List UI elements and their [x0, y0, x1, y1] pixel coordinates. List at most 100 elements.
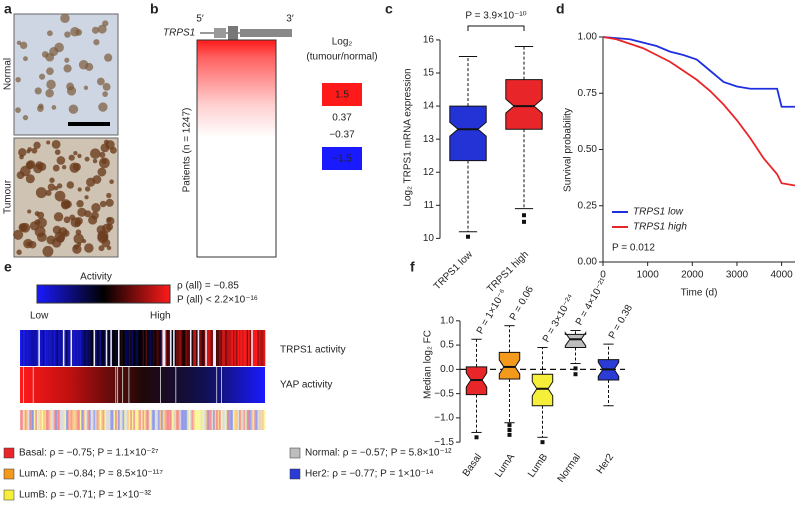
p-value: P = 4×10⁻²¹ — [574, 276, 610, 327]
cell — [90, 148, 101, 159]
subtype-cell — [147, 410, 149, 430]
cell — [96, 225, 106, 235]
subtype-cell — [29, 410, 32, 430]
subtype-cell — [73, 410, 76, 430]
colorbar-low: Low — [30, 311, 49, 322]
subtype-cell — [234, 410, 237, 430]
subtype-cell — [156, 410, 159, 430]
heat-cell — [168, 330, 171, 366]
subtype-cell — [249, 410, 252, 430]
cell — [77, 153, 82, 159]
y-axis-label: Median log₂ FC — [423, 330, 434, 399]
legend-label: 1.5 — [335, 90, 349, 101]
heat-cell — [130, 330, 133, 366]
three-prime: 3′ — [286, 14, 294, 25]
heat-cell — [85, 330, 88, 366]
outlier — [573, 366, 578, 371]
subtype-cell — [52, 410, 54, 430]
heat-cell — [24, 330, 27, 366]
cell — [27, 147, 32, 152]
heat-cell — [223, 330, 226, 366]
p-value: P = 3.9×10⁻¹⁰ — [465, 11, 526, 22]
subtype-cell — [26, 410, 28, 430]
heat-cell — [229, 330, 232, 366]
subtype-cell — [30, 410, 33, 430]
subtype-cell — [258, 410, 261, 430]
subtype-cell — [116, 410, 119, 430]
heat-cell — [170, 330, 172, 366]
heat-cell — [78, 330, 81, 366]
heat-cell — [21, 330, 24, 366]
subtype-cell — [185, 410, 188, 430]
subtype-cell — [179, 410, 182, 430]
subtype-cell — [144, 410, 146, 430]
p-value: P = 0.012 — [612, 243, 655, 254]
heat-cell — [156, 330, 159, 366]
heat-cell — [232, 330, 235, 366]
heat-line — [216, 367, 218, 403]
subtype-cell — [55, 410, 58, 430]
cell — [37, 162, 47, 171]
heat-cell — [235, 330, 238, 366]
cell — [60, 13, 70, 24]
subtype-cell — [240, 410, 243, 430]
heat-cell — [122, 330, 125, 366]
y-tick-label: 0.5 — [440, 340, 454, 351]
cell — [99, 200, 107, 208]
heat-cell — [76, 330, 79, 366]
heat-cell — [95, 330, 97, 366]
subtype-cell — [41, 410, 44, 430]
subtype-cell — [20, 410, 22, 430]
legend-label: Normal: ρ = −0.57; P = 5.8×10⁻¹² — [305, 448, 452, 459]
y-tick-label: 0.0 — [440, 364, 454, 375]
y-tick-label: 14 — [423, 101, 435, 112]
subtype-cell — [67, 410, 70, 430]
cell — [20, 165, 31, 177]
y-tick-label: 1.00 — [578, 32, 598, 43]
subtype-cell — [196, 410, 198, 430]
cell — [15, 76, 21, 83]
cell — [72, 162, 81, 171]
y-tick-label: 13 — [423, 134, 435, 145]
heat-cell — [216, 330, 218, 366]
heat-cell — [131, 330, 134, 366]
subtype-cell — [220, 410, 223, 430]
y-tick-label: −1.5 — [434, 437, 454, 448]
heat-cell — [246, 330, 249, 366]
subtype-cell — [35, 410, 38, 430]
subtype-cell — [62, 410, 65, 430]
subtype-cell — [113, 410, 116, 430]
heat-cell — [73, 330, 76, 366]
cell — [102, 91, 108, 97]
row-label: Tumour — [3, 179, 14, 214]
subtype-cell — [171, 410, 174, 430]
legend-swatch — [3, 447, 15, 459]
cell — [73, 233, 84, 245]
cell — [105, 198, 114, 207]
heat-cell — [119, 330, 122, 366]
subtype-cell — [246, 410, 249, 430]
subtype-cell — [197, 410, 200, 430]
heat-cell — [142, 330, 145, 366]
subtype-cell — [252, 410, 255, 430]
subtype-cell — [150, 410, 152, 430]
cell — [46, 140, 51, 145]
heat-cell — [32, 330, 35, 366]
y-tick-label: 11 — [424, 200, 435, 211]
heat-cell — [108, 330, 111, 366]
subtype-cell — [65, 410, 68, 430]
heat-cell — [91, 330, 94, 366]
subtype-cell — [182, 410, 185, 430]
stat: ρ (all) = −0.85 — [177, 281, 239, 292]
cell — [93, 39, 100, 46]
subtype-cell — [47, 410, 50, 430]
heat-cell — [160, 330, 163, 366]
subtype-cell — [153, 410, 156, 430]
survival-line — [602, 36, 795, 108]
heat-line — [160, 367, 161, 403]
heat-cell — [194, 330, 197, 366]
heat-cell — [222, 330, 224, 366]
cell — [84, 243, 94, 253]
cell — [61, 164, 67, 170]
cell — [18, 148, 27, 157]
